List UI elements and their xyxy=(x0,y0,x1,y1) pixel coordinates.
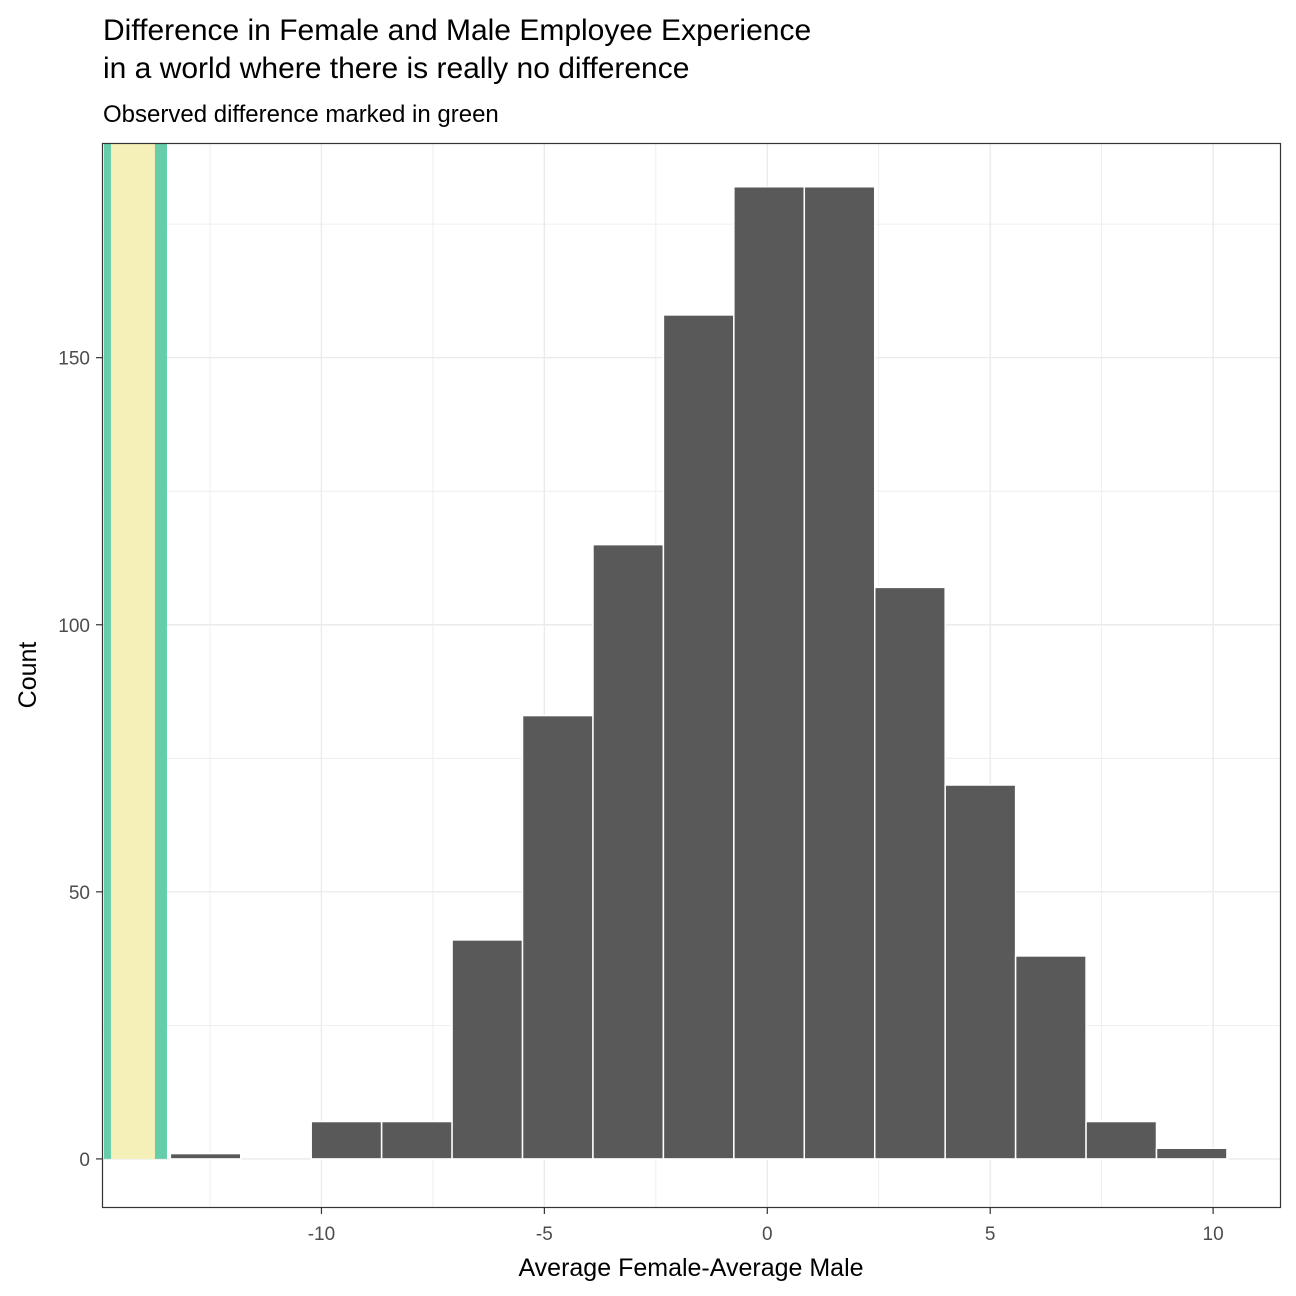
x-tick-label: -10 xyxy=(308,1224,335,1245)
histogram-bar xyxy=(451,939,524,1160)
y-tick-label: 50 xyxy=(69,883,90,904)
observed-difference-region xyxy=(103,144,167,1159)
x-tick-label: -5 xyxy=(536,1224,553,1245)
chart-subtitle: Observed difference marked in green xyxy=(103,101,499,128)
y-axis-title: Count xyxy=(14,642,42,709)
y-tick-label: 0 xyxy=(79,1150,90,1171)
x-tick-label: 0 xyxy=(762,1224,773,1245)
histogram-bar xyxy=(380,1120,453,1160)
shaded-region xyxy=(107,144,161,1159)
histogram-bar xyxy=(521,714,594,1160)
histogram-bar xyxy=(169,1152,242,1160)
histogram-bars xyxy=(169,185,1228,1160)
chart-title-line-2: in a world where there is really no diff… xyxy=(103,52,689,85)
histogram-bar xyxy=(310,1120,383,1160)
histogram-bar xyxy=(733,185,806,1160)
y-tick-label: 100 xyxy=(58,616,90,637)
panel-border xyxy=(101,142,1282,1209)
x-axis-title: Average Female-Average Male xyxy=(518,1254,863,1282)
chart-title-line-1: Difference in Female and Male Employee E… xyxy=(103,14,811,47)
histogram-bar xyxy=(944,784,1017,1160)
histogram-bar xyxy=(1014,955,1087,1160)
y-tick-label: 150 xyxy=(58,349,90,370)
histogram-bar xyxy=(1085,1120,1158,1160)
histogram-bar xyxy=(662,314,735,1160)
x-tick-label: 5 xyxy=(985,1224,996,1245)
histogram-bar xyxy=(592,543,665,1160)
histogram-bar xyxy=(1155,1147,1228,1160)
histogram-bar xyxy=(873,586,946,1160)
histogram-bar xyxy=(803,185,876,1160)
x-tick-label: 10 xyxy=(1203,1224,1224,1245)
